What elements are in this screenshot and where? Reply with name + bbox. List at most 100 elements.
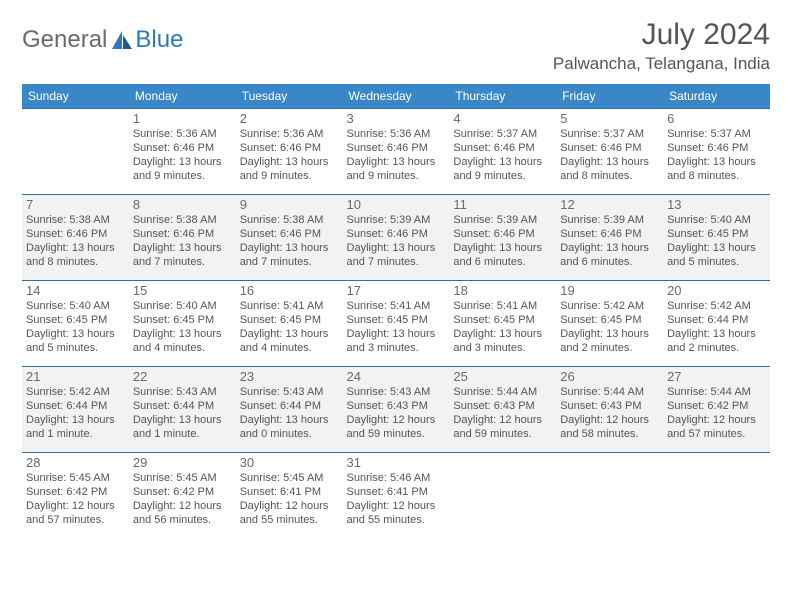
day-sunset: Sunset: 6:45 PM: [560, 313, 659, 327]
day-daylight1: Daylight: 12 hours: [347, 499, 446, 513]
day-daylight2: and 55 minutes.: [347, 513, 446, 527]
calendar-table: SundayMondayTuesdayWednesdayThursdayFrid…: [22, 84, 770, 539]
day-sunset: Sunset: 6:46 PM: [453, 227, 552, 241]
day-daylight2: and 57 minutes.: [26, 513, 125, 527]
weekday-header: Saturday: [663, 84, 770, 109]
calendar-day-cell: 18Sunrise: 5:41 AMSunset: 6:45 PMDayligh…: [449, 281, 556, 367]
day-sunset: Sunset: 6:45 PM: [347, 313, 446, 327]
weekday-header: Tuesday: [236, 84, 343, 109]
day-sunrise: Sunrise: 5:45 AM: [240, 471, 339, 485]
day-info: Sunrise: 5:38 AMSunset: 6:46 PMDaylight:…: [133, 213, 232, 269]
day-sunset: Sunset: 6:46 PM: [560, 141, 659, 155]
day-number: 18: [453, 283, 552, 298]
calendar-day-cell: 14Sunrise: 5:40 AMSunset: 6:45 PMDayligh…: [22, 281, 129, 367]
calendar-week-row: 7Sunrise: 5:38 AMSunset: 6:46 PMDaylight…: [22, 195, 770, 281]
calendar-day-cell: 24Sunrise: 5:43 AMSunset: 6:43 PMDayligh…: [343, 367, 450, 453]
day-daylight2: and 5 minutes.: [26, 341, 125, 355]
day-number: 10: [347, 197, 446, 212]
day-daylight2: and 8 minutes.: [26, 255, 125, 269]
calendar-day-cell: 19Sunrise: 5:42 AMSunset: 6:45 PMDayligh…: [556, 281, 663, 367]
day-info: Sunrise: 5:42 AMSunset: 6:44 PMDaylight:…: [667, 299, 766, 355]
day-daylight1: Daylight: 13 hours: [347, 327, 446, 341]
day-number: 23: [240, 369, 339, 384]
day-number: 27: [667, 369, 766, 384]
day-sunrise: Sunrise: 5:36 AM: [347, 127, 446, 141]
day-daylight1: Daylight: 13 hours: [347, 241, 446, 255]
day-sunset: Sunset: 6:45 PM: [453, 313, 552, 327]
day-daylight1: Daylight: 12 hours: [133, 499, 232, 513]
day-number: 25: [453, 369, 552, 384]
day-daylight1: Daylight: 13 hours: [240, 327, 339, 341]
day-info: Sunrise: 5:37 AMSunset: 6:46 PMDaylight:…: [453, 127, 552, 183]
day-sunset: Sunset: 6:45 PM: [26, 313, 125, 327]
day-daylight2: and 5 minutes.: [667, 255, 766, 269]
day-number: 14: [26, 283, 125, 298]
day-daylight1: Daylight: 13 hours: [26, 413, 125, 427]
day-sunset: Sunset: 6:42 PM: [667, 399, 766, 413]
day-daylight2: and 9 minutes.: [133, 169, 232, 183]
day-sunrise: Sunrise: 5:39 AM: [560, 213, 659, 227]
day-info: Sunrise: 5:38 AMSunset: 6:46 PMDaylight:…: [240, 213, 339, 269]
day-daylight2: and 2 minutes.: [560, 341, 659, 355]
day-sunset: Sunset: 6:44 PM: [133, 399, 232, 413]
day-number: 4: [453, 111, 552, 126]
calendar-day-cell: 29Sunrise: 5:45 AMSunset: 6:42 PMDayligh…: [129, 453, 236, 539]
day-sunset: Sunset: 6:46 PM: [133, 227, 232, 241]
calendar-day-cell: 10Sunrise: 5:39 AMSunset: 6:46 PMDayligh…: [343, 195, 450, 281]
day-daylight2: and 55 minutes.: [240, 513, 339, 527]
day-sunset: Sunset: 6:46 PM: [240, 141, 339, 155]
day-sunset: Sunset: 6:46 PM: [347, 227, 446, 241]
day-daylight2: and 9 minutes.: [453, 169, 552, 183]
day-number: 19: [560, 283, 659, 298]
day-daylight1: Daylight: 13 hours: [453, 327, 552, 341]
weekday-header: Thursday: [449, 84, 556, 109]
day-info: Sunrise: 5:39 AMSunset: 6:46 PMDaylight:…: [347, 213, 446, 269]
day-sunrise: Sunrise: 5:42 AM: [667, 299, 766, 313]
calendar-day-cell: 25Sunrise: 5:44 AMSunset: 6:43 PMDayligh…: [449, 367, 556, 453]
day-sunset: Sunset: 6:44 PM: [667, 313, 766, 327]
day-sunset: Sunset: 6:46 PM: [347, 141, 446, 155]
calendar-empty-cell: [449, 453, 556, 539]
day-sunrise: Sunrise: 5:44 AM: [667, 385, 766, 399]
day-info: Sunrise: 5:42 AMSunset: 6:45 PMDaylight:…: [560, 299, 659, 355]
day-sunset: Sunset: 6:42 PM: [133, 485, 232, 499]
day-number: 30: [240, 455, 339, 470]
day-daylight1: Daylight: 12 hours: [347, 413, 446, 427]
day-sunrise: Sunrise: 5:42 AM: [560, 299, 659, 313]
day-sunset: Sunset: 6:43 PM: [347, 399, 446, 413]
day-daylight1: Daylight: 12 hours: [26, 499, 125, 513]
day-sunrise: Sunrise: 5:36 AM: [133, 127, 232, 141]
weekday-header: Wednesday: [343, 84, 450, 109]
day-info: Sunrise: 5:45 AMSunset: 6:42 PMDaylight:…: [26, 471, 125, 527]
day-daylight2: and 57 minutes.: [667, 427, 766, 441]
day-sunset: Sunset: 6:41 PM: [347, 485, 446, 499]
day-number: 31: [347, 455, 446, 470]
day-daylight1: Daylight: 13 hours: [133, 155, 232, 169]
day-number: 9: [240, 197, 339, 212]
calendar-week-row: 21Sunrise: 5:42 AMSunset: 6:44 PMDayligh…: [22, 367, 770, 453]
day-info: Sunrise: 5:40 AMSunset: 6:45 PMDaylight:…: [26, 299, 125, 355]
calendar-day-cell: 26Sunrise: 5:44 AMSunset: 6:43 PMDayligh…: [556, 367, 663, 453]
day-sunrise: Sunrise: 5:38 AM: [133, 213, 232, 227]
day-number: 28: [26, 455, 125, 470]
day-sunrise: Sunrise: 5:45 AM: [26, 471, 125, 485]
calendar-header-row: SundayMondayTuesdayWednesdayThursdayFrid…: [22, 84, 770, 109]
day-sunset: Sunset: 6:45 PM: [133, 313, 232, 327]
day-daylight1: Daylight: 13 hours: [240, 155, 339, 169]
day-number: 2: [240, 111, 339, 126]
month-title: July 2024: [553, 18, 770, 52]
day-number: 5: [560, 111, 659, 126]
calendar-day-cell: 27Sunrise: 5:44 AMSunset: 6:42 PMDayligh…: [663, 367, 770, 453]
day-daylight1: Daylight: 13 hours: [667, 155, 766, 169]
calendar-day-cell: 9Sunrise: 5:38 AMSunset: 6:46 PMDaylight…: [236, 195, 343, 281]
day-sunset: Sunset: 6:41 PM: [240, 485, 339, 499]
day-daylight2: and 3 minutes.: [453, 341, 552, 355]
day-number: 6: [667, 111, 766, 126]
day-info: Sunrise: 5:43 AMSunset: 6:44 PMDaylight:…: [240, 385, 339, 441]
day-info: Sunrise: 5:36 AMSunset: 6:46 PMDaylight:…: [347, 127, 446, 183]
brand-text-left: General: [22, 26, 107, 54]
day-info: Sunrise: 5:37 AMSunset: 6:46 PMDaylight:…: [560, 127, 659, 183]
day-daylight2: and 1 minute.: [133, 427, 232, 441]
day-sunset: Sunset: 6:46 PM: [453, 141, 552, 155]
day-daylight2: and 7 minutes.: [240, 255, 339, 269]
